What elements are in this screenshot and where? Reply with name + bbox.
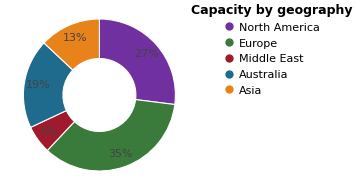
Wedge shape	[44, 19, 99, 70]
Text: 35%: 35%	[108, 149, 133, 159]
Legend: North America, Europe, Middle East, Australia, Asia: North America, Europe, Middle East, Aust…	[189, 2, 355, 98]
Wedge shape	[47, 100, 175, 171]
Wedge shape	[99, 19, 175, 105]
Text: 27%: 27%	[134, 49, 159, 59]
Text: 19%: 19%	[26, 80, 50, 90]
Text: 6%: 6%	[40, 127, 58, 137]
Wedge shape	[31, 111, 75, 150]
Wedge shape	[23, 43, 73, 127]
Text: 13%: 13%	[62, 33, 87, 43]
